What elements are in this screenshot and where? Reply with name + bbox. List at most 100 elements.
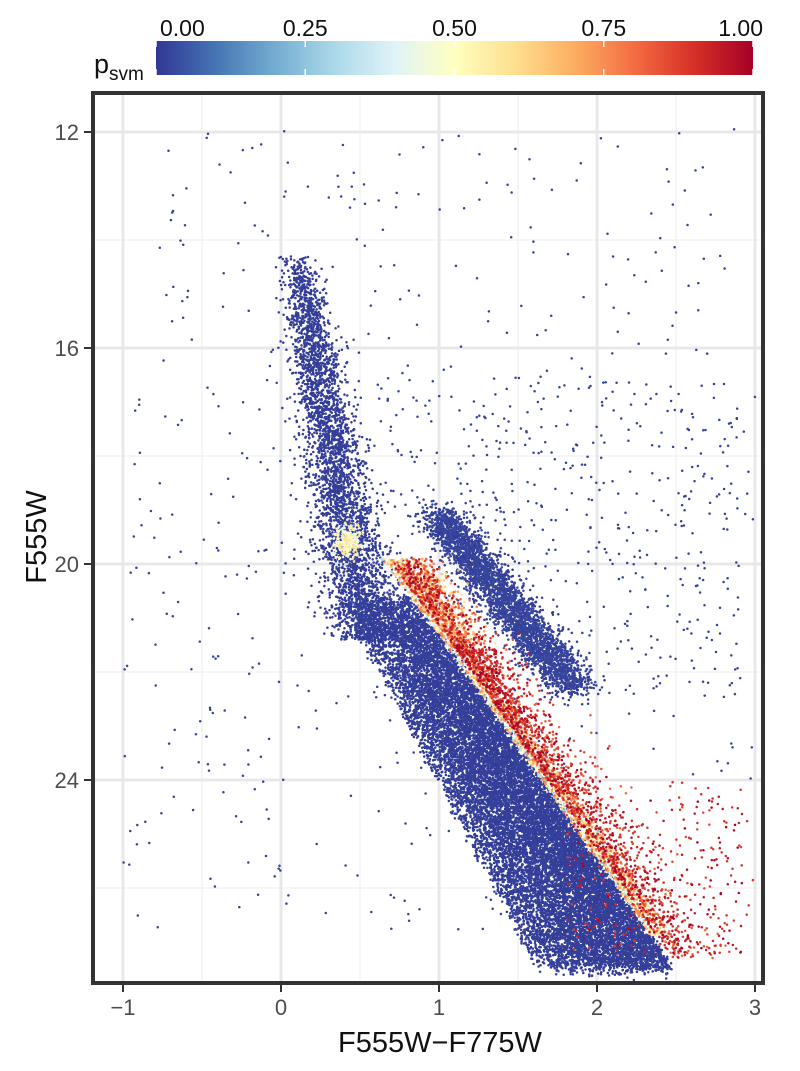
- data-point: [333, 370, 336, 373]
- data-point: [384, 512, 387, 515]
- data-point: [533, 768, 536, 771]
- data-point: [299, 455, 302, 458]
- data-point: [284, 284, 287, 287]
- data-point: [351, 486, 354, 489]
- data-point: [335, 339, 338, 342]
- data-point: [517, 674, 520, 677]
- data-point: [324, 373, 327, 376]
- data-point: [476, 835, 479, 838]
- data-point: [480, 846, 483, 849]
- data-point: [523, 654, 526, 657]
- data-point: [366, 530, 369, 533]
- data-point: [297, 409, 300, 412]
- data-point: [303, 319, 306, 322]
- data-point: [323, 632, 326, 635]
- data-point: [355, 408, 358, 411]
- data-point: [306, 521, 309, 524]
- data-point: [636, 971, 639, 974]
- data-point: [520, 595, 523, 598]
- data-point: [376, 520, 379, 523]
- data-point: [568, 640, 571, 643]
- data-point: [389, 546, 392, 549]
- data-point: [328, 530, 331, 533]
- data-point: [304, 487, 307, 490]
- data-point: [322, 538, 325, 541]
- data-point: [582, 972, 585, 975]
- data-point: [287, 269, 290, 272]
- data-point: [368, 557, 371, 560]
- data-point: [285, 257, 288, 260]
- data-point: [300, 269, 303, 272]
- data-point: [322, 355, 325, 358]
- data-point: [428, 763, 431, 766]
- data-point: [578, 671, 581, 674]
- data-point: [347, 418, 350, 421]
- data-point: [580, 655, 583, 658]
- data-point: [361, 554, 364, 557]
- colorbar-tick-label: 0.25: [283, 15, 328, 41]
- data-point: [338, 387, 341, 390]
- data-point: [621, 969, 624, 972]
- data-point: [305, 550, 308, 553]
- data-point: [392, 663, 395, 666]
- data-point: [358, 351, 361, 354]
- data-point: [351, 412, 354, 415]
- data-point: [300, 344, 303, 347]
- data-point: [361, 436, 364, 439]
- data-point: [307, 501, 310, 504]
- data-point: [286, 398, 289, 401]
- data-point: [382, 493, 385, 496]
- data-point: [281, 407, 284, 410]
- data-point: [317, 549, 320, 552]
- data-point: [480, 522, 483, 525]
- data-point: [358, 435, 361, 438]
- data-point: [368, 496, 371, 499]
- data-point: [347, 486, 350, 489]
- data-point: [670, 962, 673, 965]
- data-point: [314, 259, 317, 262]
- data-point: [494, 627, 497, 630]
- data-point: [366, 657, 369, 660]
- data-point: [333, 519, 336, 522]
- data-point: [655, 943, 658, 946]
- data-point: [306, 468, 309, 471]
- data-point: [306, 449, 309, 452]
- data-point: [308, 437, 311, 440]
- data-point: [340, 370, 343, 373]
- data-point: [285, 349, 288, 352]
- data-point: [326, 500, 329, 503]
- data-point: [492, 854, 495, 857]
- data-point: [337, 363, 340, 366]
- data-point: [338, 350, 341, 353]
- data-point: [343, 574, 346, 577]
- data-point: [329, 616, 332, 619]
- data-point: [371, 488, 374, 491]
- data-point: [279, 299, 282, 302]
- data-point: [322, 557, 325, 560]
- data-point: [348, 560, 351, 563]
- data-point: [327, 579, 330, 582]
- data-point: [323, 304, 326, 307]
- data-point: [328, 609, 331, 612]
- data-point: [321, 453, 324, 456]
- data-point: [331, 382, 334, 385]
- data-point: [392, 584, 395, 587]
- data-point: [603, 679, 606, 682]
- data-point: [379, 548, 382, 551]
- data-point: [348, 616, 351, 619]
- data-point: [443, 783, 446, 786]
- data-point: [279, 280, 282, 283]
- data-point: [355, 447, 358, 450]
- data-point: [429, 556, 432, 559]
- data-point: [381, 669, 384, 672]
- data-point: [328, 596, 331, 599]
- data-point: [311, 278, 314, 281]
- data-point: [511, 568, 514, 571]
- data-point: [651, 970, 654, 973]
- data-point: [562, 697, 565, 700]
- data-point: [370, 659, 373, 662]
- data-point: [512, 575, 515, 578]
